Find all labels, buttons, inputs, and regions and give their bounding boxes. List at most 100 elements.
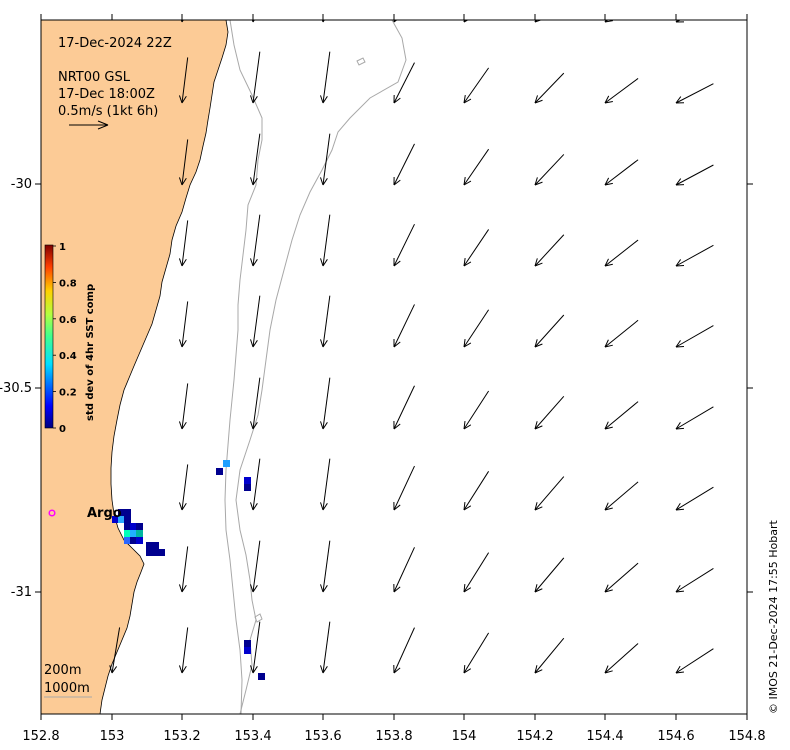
current-arrow [250, 377, 261, 430]
y-tick-label: -31 [11, 585, 32, 600]
current-arrow [393, 143, 415, 186]
current-arrow [534, 154, 565, 186]
y-tick-label: -30.5 [0, 381, 32, 396]
current-arrow [178, 57, 189, 104]
x-tick-label: 154.2 [516, 729, 553, 744]
sst-pixel [130, 530, 137, 537]
current-arrow [604, 239, 639, 267]
current-arrow [675, 406, 714, 430]
x-tick-label: 153.2 [163, 729, 200, 744]
argo-label: Argo [87, 506, 122, 521]
current-arrow [534, 557, 565, 593]
current-arrow [604, 319, 639, 348]
current-arrow [250, 51, 261, 104]
isobath-legend-1000m: 1000m [44, 681, 90, 696]
current-arrow [178, 220, 189, 267]
current-arrow [463, 552, 490, 593]
land-mass [41, 20, 229, 714]
current-arrow [604, 401, 639, 430]
current-arrow [675, 83, 714, 104]
current-arrow [534, 314, 565, 348]
current-arrow [746, 184, 747, 186]
current-arrow [320, 51, 331, 104]
current-arrow [675, 486, 714, 511]
scale-label: 0.5m/s (1kt 6h) [58, 104, 158, 119]
current-arrow [534, 395, 565, 430]
current-arrow [604, 562, 639, 593]
current-arrow [604, 481, 639, 511]
current-arrow [604, 159, 639, 186]
current-arrow [393, 62, 415, 104]
current-arrow [463, 471, 490, 511]
current-arrow [746, 509, 747, 511]
current-arrow [463, 148, 490, 186]
sst-pixel [152, 542, 159, 549]
current-arrow [250, 540, 261, 593]
colorbar-ticks: 1 0.8 0.6 0.4 0.2 0 [53, 242, 77, 435]
current-arrow [463, 309, 490, 348]
sst-pixel [130, 537, 137, 544]
x-tick-label: 154.4 [586, 729, 623, 744]
current-arrow [746, 21, 747, 23]
colorbar-tick-label: 0.8 [59, 278, 77, 289]
current-arrow [675, 164, 714, 186]
sst-pixel [146, 549, 153, 556]
current-arrow [393, 627, 415, 674]
sst-pixel [244, 477, 251, 484]
x-tick-label: 154 [452, 729, 477, 744]
sst-pixel [118, 516, 125, 523]
current-arrow [393, 465, 415, 511]
current-arrow [393, 304, 415, 348]
current-arrow [320, 377, 331, 430]
current-arrow [746, 265, 747, 267]
current-arrow [746, 102, 747, 104]
current-arrow [463, 20, 469, 23]
sst-pixel [124, 509, 131, 516]
sst-pixel [223, 460, 230, 467]
isobath-legend-200m: 200m [44, 663, 81, 678]
sst-pixel [216, 468, 223, 475]
sst-pixel [244, 647, 251, 654]
current-arrow [321, 20, 325, 23]
colorbar-tick-label: 0.4 [59, 351, 77, 362]
current-arrow [463, 390, 490, 430]
current-arrow [675, 648, 714, 674]
time-label: 17-Dec 18:00Z [58, 87, 155, 102]
sst-pixels [112, 460, 265, 680]
current-arrow [178, 464, 189, 511]
colorbar-tick-label: 0.2 [59, 388, 77, 399]
argo-marker-icon [48, 509, 56, 517]
date-label: 17-Dec-2024 22Z [58, 36, 172, 51]
current-arrow [178, 139, 189, 186]
colorbar [44, 244, 54, 429]
current-arrow [534, 476, 565, 511]
current-arrow [178, 546, 189, 593]
current-arrow [320, 295, 331, 348]
current-arrow [746, 346, 747, 348]
x-tick-label: 154.6 [657, 729, 694, 744]
current-arrow [320, 133, 331, 186]
current-arrow [604, 20, 613, 23]
sst-pixel [136, 523, 143, 530]
sst-pixel [152, 549, 159, 556]
current-arrow [250, 621, 261, 674]
current-arrow [109, 627, 121, 674]
sst-pixel [158, 549, 165, 556]
sst-pixel [244, 484, 251, 491]
current-arrow [178, 627, 189, 674]
current-arrow [178, 383, 189, 430]
current-arrow [251, 20, 255, 23]
colorbar-tick-label: 1 [59, 242, 66, 253]
current-arrow [393, 385, 415, 430]
current-arrow [534, 72, 565, 104]
source-label: NRT00 GSL [58, 70, 131, 85]
current-arrow [675, 20, 685, 23]
current-arrow [463, 229, 490, 267]
x-tick-label: 153.8 [375, 729, 412, 744]
current-arrow [675, 325, 714, 348]
current-arrow [604, 643, 639, 674]
x-tick-label: 154.8 [728, 729, 765, 744]
colorbar-tick-label: 0.6 [59, 315, 77, 326]
current-arrow [180, 20, 184, 23]
current-arrow [320, 540, 331, 593]
